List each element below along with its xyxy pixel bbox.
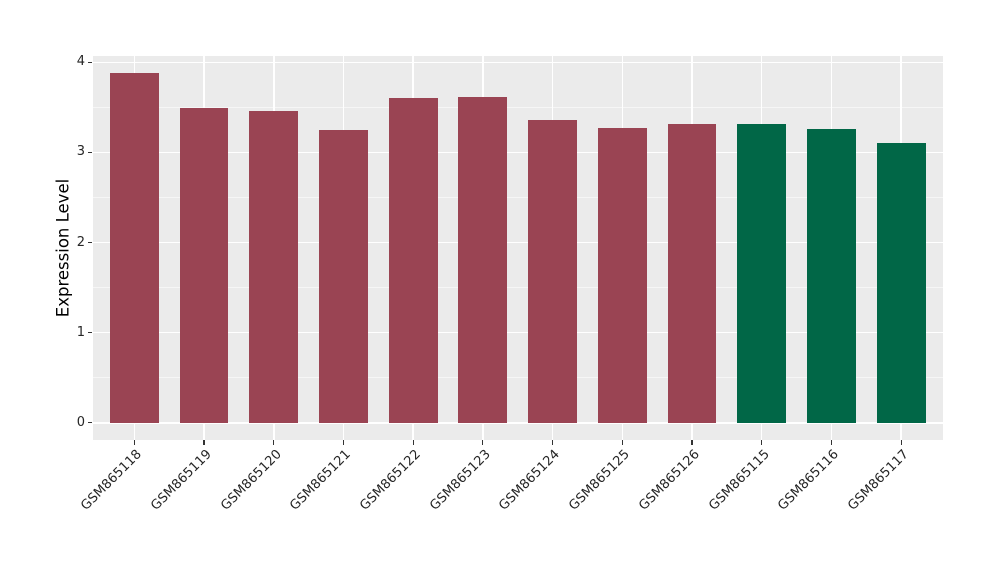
bar-GSM865125 — [597, 128, 647, 423]
x-tick-mark — [621, 440, 623, 445]
y-tick-label: 2 — [76, 234, 85, 250]
bar-GSM865117 — [876, 142, 926, 423]
gridline-horizontal-major — [92, 331, 943, 334]
y-tick-label: 4 — [76, 54, 85, 70]
x-tick-label: GSM865123 — [426, 447, 494, 514]
y-tick-mark — [87, 332, 92, 334]
y-tick-label: 3 — [76, 144, 85, 160]
gridline-horizontal-minor — [92, 106, 943, 108]
gridline-horizontal-minor — [92, 197, 943, 199]
gridline-horizontal-minor — [92, 377, 943, 379]
x-tick-label: GSM865126 — [636, 447, 703, 514]
x-tick-mark — [273, 440, 275, 445]
x-tick-mark — [691, 440, 693, 445]
bar-GSM865120 — [249, 110, 299, 423]
x-tick-mark — [552, 440, 554, 445]
bar-GSM865122 — [388, 98, 438, 423]
x-tick-mark — [133, 440, 135, 445]
bar-GSM865118 — [109, 73, 159, 423]
gridline-horizontal-major — [92, 151, 943, 154]
x-tick-label: GSM865124 — [496, 447, 564, 514]
y-tick-mark — [87, 242, 92, 244]
gridline-horizontal-minor — [92, 287, 943, 289]
x-tick-label: GSM865120 — [217, 447, 285, 514]
x-tick-label: GSM865119 — [148, 447, 215, 514]
bar-GSM865116 — [807, 129, 856, 423]
x-tick-label: GSM865117 — [845, 447, 912, 514]
y-tick-mark — [87, 61, 92, 63]
y-tick-label: 1 — [76, 324, 85, 340]
gridline-horizontal-major — [92, 61, 943, 64]
x-tick-mark — [412, 440, 414, 445]
y-tick-label: 0 — [76, 414, 85, 430]
x-tick-label: GSM865116 — [775, 447, 843, 514]
x-tick-label: GSM865121 — [287, 447, 355, 514]
gridline-horizontal-major — [92, 422, 943, 424]
y-tick-mark — [87, 422, 92, 424]
x-tick-label: GSM865118 — [78, 447, 145, 514]
bar-GSM865121 — [319, 129, 368, 423]
x-tick-mark — [761, 440, 763, 445]
x-tick-mark — [900, 440, 902, 445]
bar-GSM865126 — [667, 123, 717, 423]
bar-GSM865119 — [179, 108, 229, 423]
x-tick-mark — [203, 440, 205, 445]
y-tick-mark — [87, 151, 92, 153]
bar-GSM865115 — [737, 123, 787, 423]
x-tick-label: GSM865122 — [357, 447, 424, 514]
x-tick-label: GSM865125 — [566, 447, 633, 514]
x-tick-mark — [482, 440, 484, 445]
x-tick-mark — [342, 440, 344, 445]
plot-panel — [92, 56, 943, 440]
bar-GSM865124 — [528, 120, 577, 423]
x-tick-mark — [830, 440, 832, 445]
bar-GSM865123 — [458, 97, 508, 423]
x-tick-label: GSM865115 — [705, 447, 773, 514]
gridline-horizontal-major — [92, 241, 943, 244]
